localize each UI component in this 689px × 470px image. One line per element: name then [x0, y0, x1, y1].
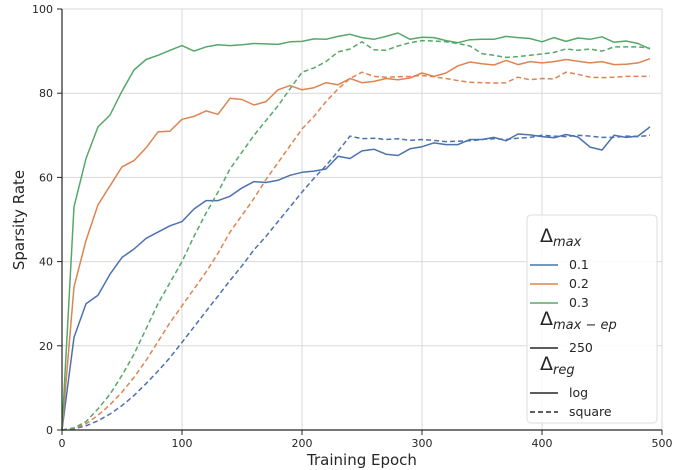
- y-tick-label: 0: [46, 424, 53, 437]
- y-tick-label: 100: [32, 3, 53, 16]
- x-tick-label: 200: [292, 437, 313, 450]
- x-tick-label: 500: [652, 437, 673, 450]
- grid-lines: [62, 8, 663, 430]
- series-line-0.3-log: [61, 32, 651, 431]
- series-line-0.1-square: [61, 134, 651, 431]
- x-tick-label: 0: [59, 437, 66, 450]
- y-ticks: 0 20 40 60 80 100: [32, 3, 62, 437]
- x-tick-label: 100: [172, 437, 193, 450]
- x-tick-label: 300: [412, 437, 433, 450]
- y-tick-label: 40: [39, 256, 53, 269]
- legend-entry-label: log: [569, 385, 588, 400]
- legend-entry-label: 250: [569, 340, 593, 355]
- series-line-0.1-log: [61, 126, 651, 431]
- x-tick-label: 400: [532, 437, 553, 450]
- x-ticks: 0 100 200 300 400 500: [59, 430, 673, 450]
- series-line-0.2-square: [61, 71, 650, 431]
- y-tick-label: 20: [39, 340, 53, 353]
- legend-group-title: Δreg: [540, 353, 575, 378]
- legend-group-title: Δmax: [540, 225, 582, 250]
- legend-entry-label: 0.3: [569, 295, 589, 310]
- legend-entry-label: square: [569, 404, 612, 419]
- legend-entry-label: 0.2: [569, 276, 589, 291]
- series-line-0.3-square: [61, 39, 651, 431]
- series-line-0.2-log: [61, 57, 651, 431]
- y-axis-label: Sparsity Rate: [10, 170, 28, 270]
- y-tick-label: 60: [39, 171, 53, 184]
- y-tick-label: 80: [39, 87, 53, 100]
- legend-entry-label: 0.1: [569, 257, 589, 272]
- legend-box: [526, 214, 658, 424]
- legend-group-title: Δmax − ep: [540, 308, 617, 333]
- series-lines: [61, 32, 651, 431]
- x-axis-label: Training Epoch: [306, 451, 417, 469]
- axes: [61, 9, 662, 431]
